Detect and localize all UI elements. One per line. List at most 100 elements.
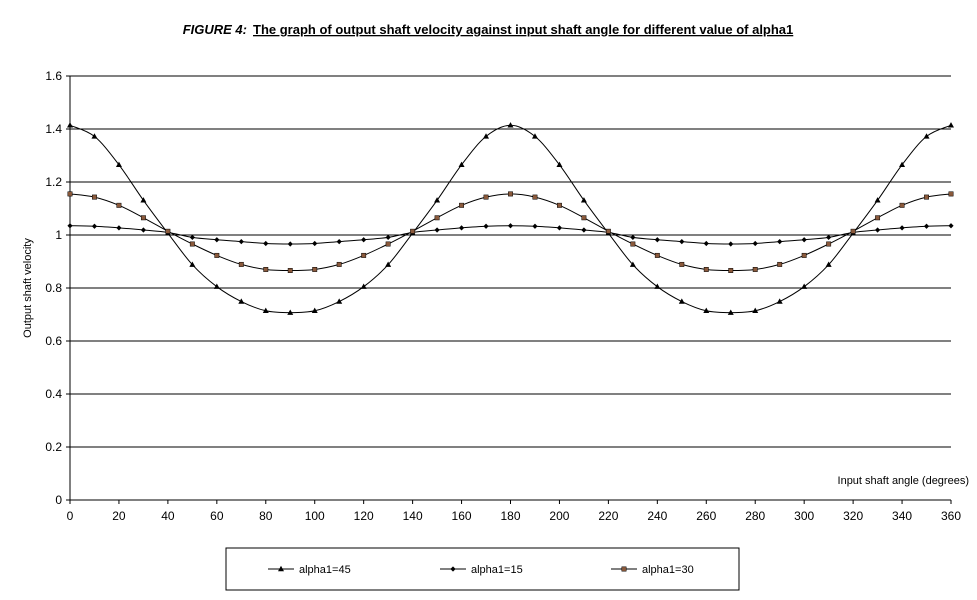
data-point-square bbox=[605, 228, 611, 234]
data-point-square bbox=[801, 252, 807, 258]
data-point-diamond bbox=[679, 239, 685, 245]
legend-box bbox=[225, 547, 740, 591]
x-axis-label: Input shaft angle (degrees) bbox=[838, 475, 969, 487]
data-point-diamond bbox=[263, 240, 269, 247]
data-point-square bbox=[336, 261, 342, 267]
data-point-triangle bbox=[825, 261, 832, 267]
data-point-square bbox=[948, 191, 954, 197]
x-tick-label: 360 bbox=[941, 509, 961, 523]
data-point-diamond bbox=[752, 240, 758, 247]
data-point-triangle bbox=[531, 133, 538, 139]
x-tick-label: 20 bbox=[112, 509, 126, 523]
data-point-square bbox=[287, 268, 293, 273]
data-point-square bbox=[679, 261, 685, 267]
data-point-diamond bbox=[826, 234, 832, 240]
data-point-diamond bbox=[581, 227, 587, 233]
data-point-diamond bbox=[801, 237, 807, 243]
data-point-triangle bbox=[67, 122, 73, 128]
legend-item: alpha1=30 bbox=[611, 564, 694, 576]
data-point-triangle bbox=[360, 283, 367, 289]
data-point-square bbox=[165, 228, 171, 234]
series-line bbox=[69, 193, 952, 272]
data-point-diamond bbox=[728, 241, 734, 247]
data-point-triangle bbox=[434, 197, 441, 203]
data-point-diamond bbox=[214, 237, 220, 243]
data-point-triangle bbox=[115, 161, 122, 167]
y-tick-label: 0.2 bbox=[45, 440, 62, 454]
x-tick-label: 320 bbox=[843, 509, 863, 523]
data-point-square bbox=[361, 252, 367, 258]
data-point-triangle bbox=[948, 122, 954, 128]
data-point-triangle bbox=[311, 307, 318, 313]
x-tick-label: 300 bbox=[794, 509, 814, 523]
data-point-diamond bbox=[361, 237, 367, 243]
data-point-diamond bbox=[507, 223, 514, 229]
data-point-triangle bbox=[91, 133, 98, 139]
y-tick-label: 1 bbox=[55, 228, 62, 242]
x-tick-label: 220 bbox=[598, 509, 618, 523]
data-point-square bbox=[140, 215, 146, 221]
legend-item: alpha1=15 bbox=[440, 564, 523, 576]
data-point-diamond bbox=[777, 239, 783, 245]
data-point-diamond bbox=[483, 223, 489, 229]
x-tick-label: 260 bbox=[696, 509, 716, 523]
data-point-square bbox=[116, 202, 122, 208]
data-point-square bbox=[581, 215, 587, 221]
x-tick-label: 280 bbox=[745, 509, 765, 523]
data-point-triangle bbox=[385, 261, 392, 267]
grid-lines bbox=[70, 75, 951, 448]
data-point-triangle bbox=[629, 261, 636, 267]
data-point-triangle bbox=[213, 283, 220, 289]
data-point-square bbox=[924, 194, 929, 200]
data-point-diamond bbox=[654, 237, 660, 243]
data-point-square bbox=[67, 191, 73, 197]
x-tick-label: 200 bbox=[549, 509, 569, 523]
data-point-square bbox=[621, 566, 627, 572]
data-point-triangle bbox=[556, 161, 563, 167]
data-point-square bbox=[532, 194, 538, 200]
data-point-diamond bbox=[630, 234, 636, 240]
x-tick-label: 340 bbox=[892, 509, 912, 523]
data-point-diamond bbox=[312, 240, 318, 247]
data-point-square bbox=[777, 261, 783, 267]
y-tick-label: 0.4 bbox=[45, 387, 62, 401]
data-point-triangle bbox=[801, 283, 808, 289]
data-point-triangle bbox=[278, 565, 284, 572]
data-point-triangle bbox=[874, 197, 881, 203]
data-point-square bbox=[899, 202, 905, 208]
data-point-square bbox=[92, 194, 97, 200]
data-point-triangle bbox=[678, 298, 685, 304]
x-tick-label: 40 bbox=[161, 509, 175, 523]
x-ticks: 0 20 40 60 80 100 120 140 160 180 200 220 240 260 280 3… bbox=[67, 500, 961, 523]
x-tick-label: 140 bbox=[403, 509, 423, 523]
data-point-triangle bbox=[899, 161, 906, 167]
y-tick-label: 0.8 bbox=[45, 281, 62, 295]
data-point-square bbox=[385, 241, 391, 247]
data-point-diamond bbox=[532, 223, 538, 229]
data-point-square bbox=[263, 267, 269, 272]
data-point-triangle bbox=[336, 298, 343, 304]
data-point-triangle bbox=[483, 133, 490, 139]
data-point-triangle bbox=[727, 309, 734, 315]
data-point-diamond bbox=[923, 223, 930, 229]
x-tick-label: 80 bbox=[259, 509, 273, 523]
series-square bbox=[67, 191, 954, 273]
y-tick-label: 0.6 bbox=[45, 334, 62, 348]
x-tick-label: 180 bbox=[500, 509, 520, 523]
legend: alpha1=45 alpha1=15 alpha1=30 bbox=[225, 547, 740, 591]
data-point-diamond bbox=[91, 223, 98, 229]
x-tick-label: 160 bbox=[452, 509, 472, 523]
y-tick-label: 1.2 bbox=[45, 175, 62, 189]
data-point-square bbox=[508, 191, 513, 197]
data-point-diamond bbox=[67, 223, 73, 229]
data-point-diamond bbox=[450, 566, 456, 572]
data-point-square bbox=[483, 194, 489, 200]
legend-label: alpha1=30 bbox=[642, 564, 694, 576]
data-point-square bbox=[434, 215, 440, 221]
data-point-square bbox=[850, 228, 856, 234]
data-point-square bbox=[410, 228, 416, 234]
data-point-diamond bbox=[189, 234, 195, 240]
data-point-diamond bbox=[238, 239, 244, 245]
data-point-triangle bbox=[287, 309, 294, 315]
data-point-diamond bbox=[899, 225, 905, 231]
